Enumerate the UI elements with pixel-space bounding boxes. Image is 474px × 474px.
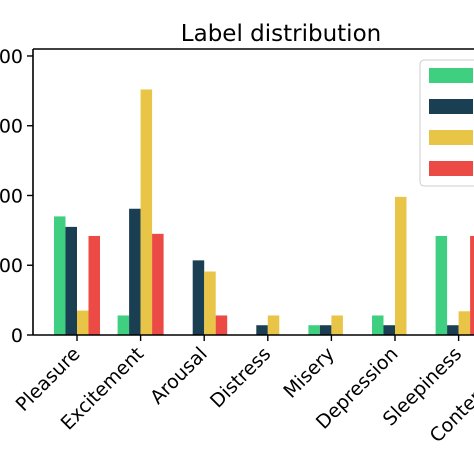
- bar-2-depression: [383, 325, 395, 335]
- legend-swatch-4: [429, 161, 473, 176]
- bar-3-distress: [267, 315, 280, 335]
- bar-3-pleasure: [77, 310, 89, 335]
- bar-1-misery: [308, 325, 320, 335]
- bar-4-sleepiness: [470, 235, 474, 335]
- bar-4-arousal: [215, 315, 228, 335]
- bar-1-excitement: [117, 315, 130, 335]
- bar-2-sleepiness: [447, 325, 459, 335]
- x-tick-label-misery: Misery: [279, 343, 339, 403]
- legend-box: [419, 59, 474, 187]
- x-tick-label-distress: Distress: [206, 343, 275, 412]
- bar-3-sleepiness: [458, 311, 471, 335]
- legend: [419, 59, 474, 187]
- y-tick-label-1: 100: [0, 255, 23, 277]
- y-tick-label-3: 300: [0, 116, 23, 138]
- bar-2-misery: [319, 325, 332, 335]
- bar-1-pleasure: [54, 216, 66, 335]
- bar-4-excitement: [152, 233, 164, 335]
- x-tick-label-arousal: Arousal: [146, 343, 212, 409]
- bar-2-arousal: [192, 260, 205, 335]
- bars-layer: [54, 89, 474, 336]
- bar-2-distress: [256, 325, 268, 335]
- legend-swatch-3: [429, 130, 473, 145]
- bar-3-depression: [395, 196, 407, 335]
- chart-title: Label distribution: [181, 21, 381, 47]
- bar-3-arousal: [204, 271, 216, 335]
- bar-3-misery: [331, 315, 343, 335]
- bar-3-excitement: [140, 89, 153, 336]
- legend-swatch-1: [429, 68, 473, 83]
- legend-swatch-2: [429, 99, 473, 114]
- bar-4-pleasure: [88, 235, 100, 335]
- bar-2-pleasure: [65, 226, 77, 335]
- y-tick-label-0: 0: [11, 325, 23, 347]
- bar-1-sleepiness: [435, 235, 448, 335]
- y-tick-label-2: 200: [0, 185, 23, 207]
- bar-1-depression: [372, 315, 384, 335]
- y-tick-label-4: 400: [0, 46, 23, 68]
- bar-2-excitement: [129, 208, 141, 335]
